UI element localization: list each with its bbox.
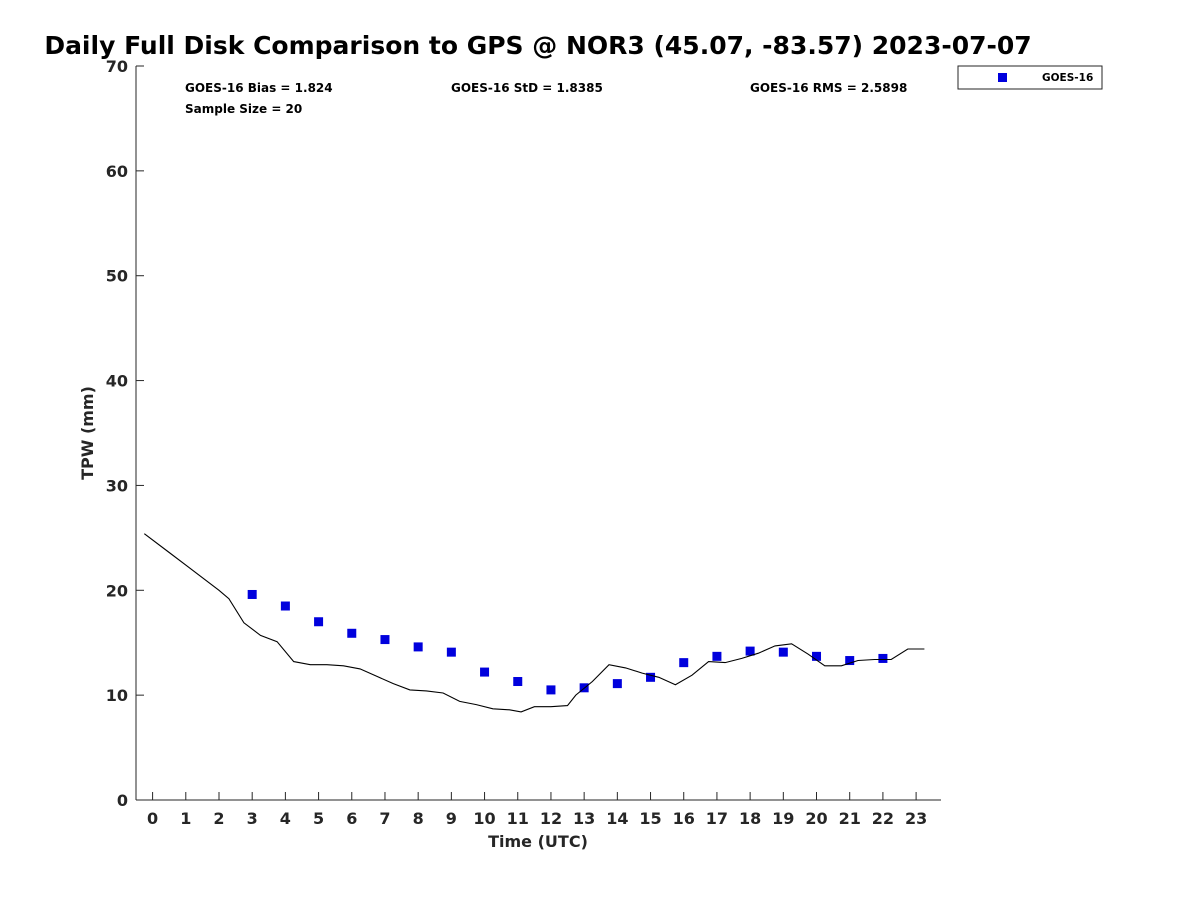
x-tick-label: 11: [507, 809, 529, 828]
x-tick-label: 13: [573, 809, 595, 828]
y-tick-label: 60: [106, 162, 128, 181]
goes16-data-point: [745, 646, 755, 656]
goes16-data-point: [247, 589, 257, 599]
goes16-data-point: [612, 679, 622, 689]
x-tick-label: 12: [540, 809, 562, 828]
goes16-data-point: [314, 617, 324, 627]
x-tick-label: 0: [147, 809, 158, 828]
x-tick-label: 15: [639, 809, 661, 828]
goes16-data-point: [413, 642, 423, 652]
sample-size-stat: Sample Size = 20: [185, 102, 302, 116]
goes16-data-point: [480, 667, 490, 677]
goes16-data-point: [712, 651, 722, 661]
goes16-data-point: [778, 647, 788, 657]
legend-marker-square-icon: [998, 73, 1007, 82]
x-axis-label: Time (UTC): [488, 832, 588, 851]
goes16-data-point: [513, 677, 523, 687]
y-tick-label: 30: [106, 476, 128, 495]
y-tick-label: 40: [106, 372, 128, 391]
x-tick-label: 20: [805, 809, 827, 828]
goes16-data-point: [845, 656, 855, 666]
x-tick-label: 8: [413, 809, 424, 828]
series-layer: [143, 533, 925, 713]
bias-stat: GOES-16 Bias = 1.824: [185, 81, 333, 95]
x-tick-label: 10: [473, 809, 495, 828]
chart-title: Daily Full Disk Comparison to GPS @ NOR3…: [44, 31, 1031, 60]
y-tick-label: 0: [117, 791, 128, 810]
goes16-data-point: [280, 601, 290, 611]
y-axis-ticks: 0 10 20 30 40 50 60 70: [106, 57, 144, 810]
x-tick-label: 1: [180, 809, 191, 828]
x-tick-label: 3: [247, 809, 258, 828]
x-tick-label: 7: [379, 809, 390, 828]
legend: GOES-16: [957, 65, 1103, 90]
goes16-data-point: [446, 647, 456, 657]
legend-label: GOES-16: [1042, 72, 1093, 84]
y-tick-label: 10: [106, 686, 128, 705]
x-axis-ticks: 0 1 2 3 4 5 6 7 8 9 10 11 12 13 14 15 16 17 18 19 20 21 22 23: [147, 792, 927, 828]
goes16-data-point: [812, 651, 822, 661]
y-tick-label: 50: [106, 267, 128, 286]
goes16-data-point: [878, 653, 888, 663]
x-tick-label: 14: [606, 809, 628, 828]
y-tick-label: 70: [106, 57, 128, 76]
goes16-data-point: [347, 628, 357, 638]
x-tick-label: 21: [839, 809, 861, 828]
x-tick-label: 16: [673, 809, 695, 828]
x-tick-label: 6: [346, 809, 357, 828]
std-stat: GOES-16 StD = 1.8385: [451, 81, 603, 95]
x-tick-label: 22: [872, 809, 894, 828]
goes16-data-point: [679, 658, 689, 668]
y-axis-label: TPW (mm): [78, 386, 97, 480]
goes16-data-point: [380, 635, 390, 645]
goes16-data-point: [546, 685, 556, 695]
rms-stat: GOES-16 RMS = 2.5898: [750, 81, 907, 95]
x-tick-label: 2: [213, 809, 224, 828]
x-tick-label: 5: [313, 809, 324, 828]
x-tick-label: 19: [772, 809, 794, 828]
y-tick-label: 20: [106, 581, 128, 600]
goes16-data-point: [646, 672, 656, 682]
x-tick-label: 23: [905, 809, 927, 828]
gps-line-series: [143, 533, 925, 713]
plot-background: [136, 66, 941, 800]
x-tick-label: 9: [446, 809, 457, 828]
x-tick-label: 17: [706, 809, 728, 828]
x-tick-label: 18: [739, 809, 761, 828]
x-tick-label: 4: [280, 809, 291, 828]
legend-box: [957, 65, 1103, 90]
